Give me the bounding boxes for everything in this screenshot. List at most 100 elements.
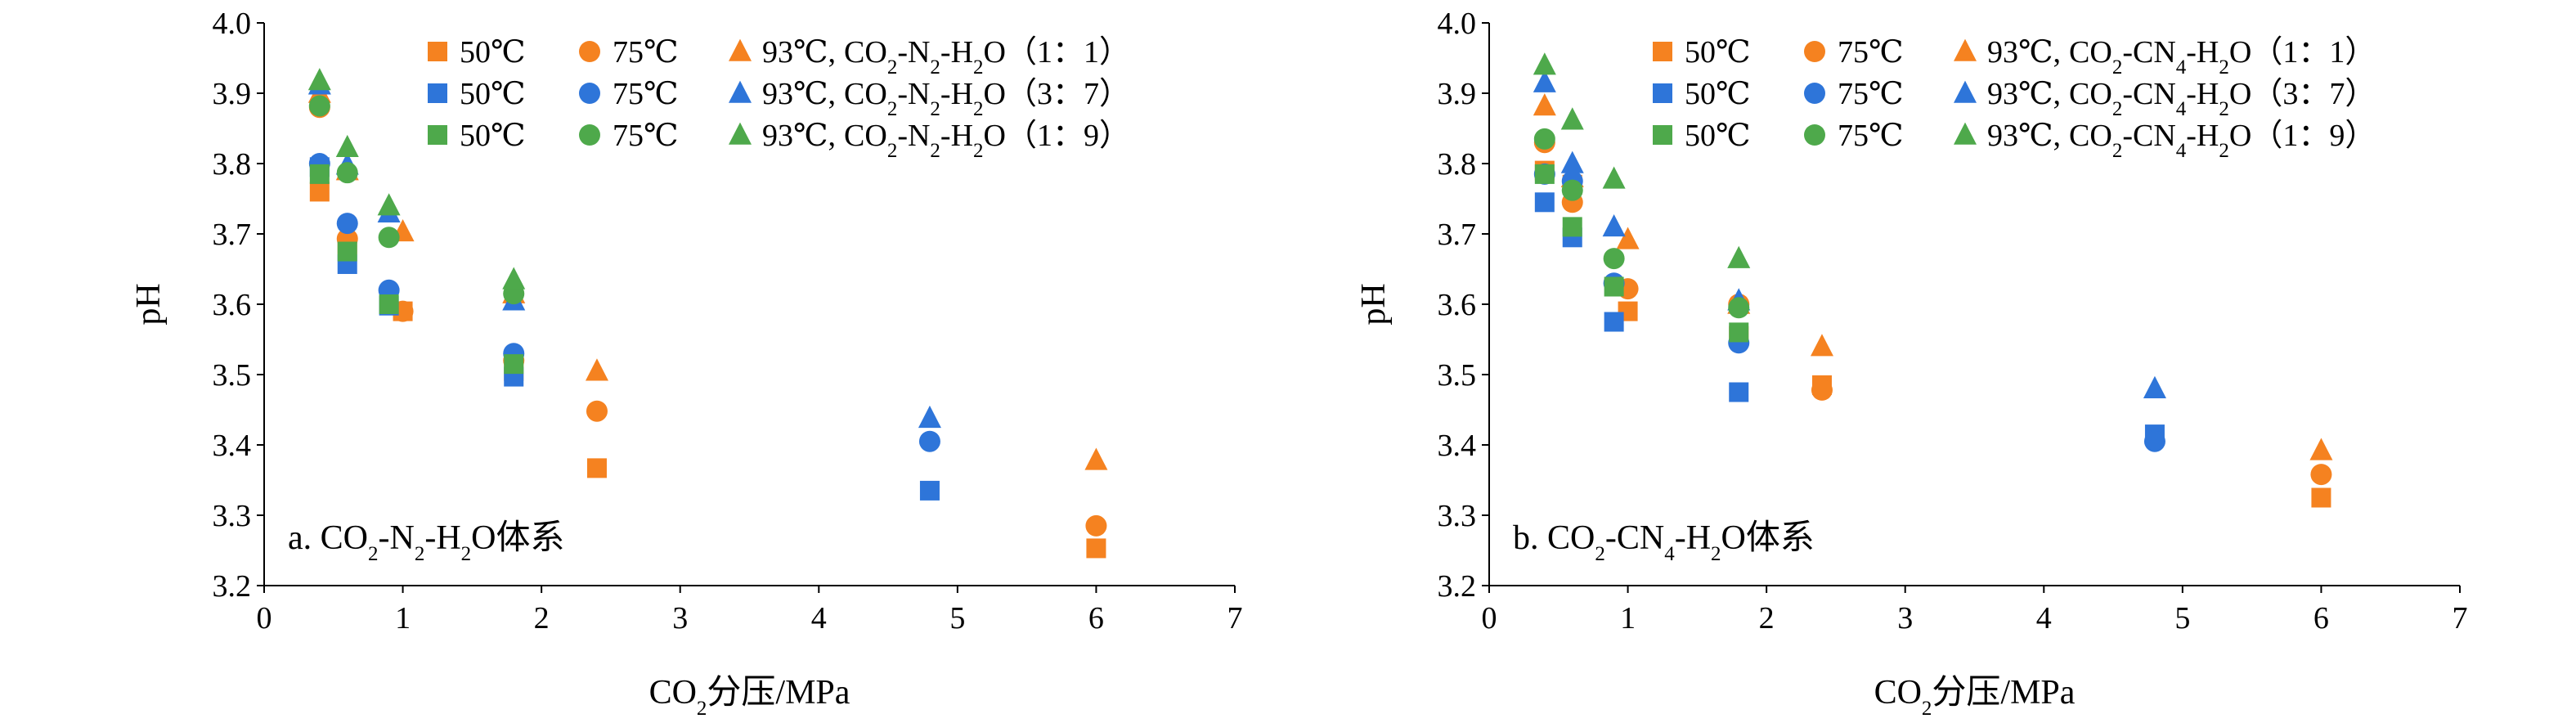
y-tick-label: 4.0 bbox=[213, 7, 252, 41]
legend-label: 93℃, CO2-N2-H2O（1：1） bbox=[762, 35, 1130, 79]
legend-label: 93℃, CO2-CN4-H2O（1：1） bbox=[1987, 35, 2376, 79]
x-axis-title: CO2分压/MPa bbox=[1874, 674, 2076, 720]
legend-marker bbox=[1653, 125, 1672, 145]
panel-annotation: a. CO2-N2-H2O体系 bbox=[288, 519, 565, 565]
legend-label: 50℃ bbox=[1685, 119, 1751, 153]
data-point bbox=[1728, 297, 1750, 319]
legend-label: 75℃ bbox=[613, 35, 679, 70]
legend-label: 93℃, CO2-CN4-H2O（3：7） bbox=[1987, 77, 2376, 120]
legend-marker bbox=[579, 83, 600, 104]
x-tick-label: 1 bbox=[395, 601, 411, 635]
legend-label: 75℃ bbox=[613, 119, 679, 153]
x-tick-label: 0 bbox=[257, 601, 272, 635]
y-tick-label: 3.5 bbox=[213, 358, 252, 393]
series-7 bbox=[1533, 128, 1750, 319]
data-point bbox=[1534, 192, 1555, 213]
data-point bbox=[1604, 276, 1624, 297]
panel-a: 3.2 3.3 3.4 3.5 3.6 3.7 3.8 3.9 4.0 0 1 2 3 4 5 6 7 pH CO2… bbox=[130, 7, 1243, 720]
data-point bbox=[502, 267, 526, 290]
legend-marker bbox=[1804, 124, 1825, 146]
x-axis-title: CO2分压/MPa bbox=[649, 674, 850, 720]
series-0 bbox=[1534, 160, 2331, 508]
y-tick-label: 3.2 bbox=[213, 569, 252, 604]
legend-label: 75℃ bbox=[1838, 77, 1904, 111]
series-1 bbox=[1533, 132, 2332, 486]
x-tick-label: 6 bbox=[2313, 601, 2329, 635]
legend-label: 93℃, CO2-N2-H2O（1：9） bbox=[762, 119, 1130, 162]
data-point bbox=[2311, 487, 2331, 508]
legend-marker bbox=[1954, 38, 1977, 61]
data-point bbox=[2143, 430, 2165, 452]
x-tick-label: 3 bbox=[672, 601, 688, 635]
y-tick-label: 3.8 bbox=[213, 147, 252, 182]
series-6 bbox=[1534, 164, 1749, 343]
x-tick-label: 7 bbox=[1227, 601, 1243, 635]
x-tick-label: 4 bbox=[2036, 601, 2052, 635]
y-tick-label: 3.4 bbox=[1438, 429, 1477, 463]
y-tick-label: 3.6 bbox=[1438, 288, 1477, 322]
legend-label: 50℃ bbox=[1685, 77, 1751, 111]
data-point bbox=[1533, 93, 1556, 116]
legend-label: 50℃ bbox=[460, 35, 526, 70]
legend: 50℃ 75℃ 93℃, CO2-N2-H2O（1：1） 50℃ 75℃ 93℃, CO2-N… bbox=[428, 35, 1130, 162]
data-point bbox=[1811, 379, 1833, 401]
data-point bbox=[1603, 248, 1625, 270]
legend-marker bbox=[729, 80, 752, 103]
y-tick-label: 3.6 bbox=[213, 288, 252, 322]
data-point bbox=[336, 213, 358, 235]
data-point bbox=[1533, 52, 1556, 75]
data-point bbox=[309, 182, 330, 202]
y-tick-label: 3.2 bbox=[1438, 569, 1477, 604]
data-point bbox=[1085, 514, 1107, 537]
x-tick-label: 1 bbox=[1620, 601, 1636, 635]
y-tick-label: 3.7 bbox=[213, 218, 252, 252]
y-tick-label: 3.4 bbox=[213, 429, 252, 463]
data-point bbox=[585, 358, 608, 381]
data-point bbox=[918, 430, 940, 452]
legend-marker bbox=[729, 122, 752, 145]
data-point bbox=[378, 227, 400, 249]
legend-label: 50℃ bbox=[460, 119, 526, 153]
series-8 bbox=[307, 68, 526, 290]
legend-marker bbox=[428, 125, 447, 145]
legend-marker bbox=[579, 124, 600, 146]
legend-marker bbox=[1954, 122, 1977, 145]
data-point bbox=[1561, 179, 1583, 201]
data-point bbox=[1533, 128, 1555, 150]
data-point bbox=[1086, 538, 1106, 559]
x-tick-label: 6 bbox=[1088, 601, 1104, 635]
x-tick-label: 3 bbox=[1897, 601, 1913, 635]
series-8 bbox=[1533, 52, 1751, 268]
y-tick-label: 3.9 bbox=[213, 77, 252, 111]
data-point bbox=[337, 241, 357, 262]
legend-marker bbox=[1804, 41, 1825, 62]
legend-label: 50℃ bbox=[1685, 35, 1751, 70]
legend-label: 50℃ bbox=[460, 77, 526, 111]
x-tick-label: 2 bbox=[1759, 601, 1775, 635]
x-tick-label: 4 bbox=[811, 601, 827, 635]
series-6 bbox=[309, 164, 524, 375]
data-point bbox=[1727, 245, 1751, 268]
data-point bbox=[919, 480, 940, 501]
data-point bbox=[1562, 217, 1582, 237]
data-point bbox=[1084, 447, 1108, 470]
data-point bbox=[308, 95, 330, 117]
x-tick-label: 7 bbox=[2453, 601, 2468, 635]
y-tick-label: 3.3 bbox=[213, 499, 252, 533]
x-tick-label: 5 bbox=[2174, 601, 2190, 635]
data-point bbox=[1729, 322, 1749, 343]
legend-label: 75℃ bbox=[613, 77, 679, 111]
x-tick-label: 2 bbox=[534, 601, 550, 635]
data-point bbox=[1560, 150, 1584, 173]
y-tick-label: 3.3 bbox=[1438, 499, 1477, 533]
legend-label: 75℃ bbox=[1838, 119, 1904, 153]
data-point bbox=[1604, 312, 1624, 332]
y-tick-label: 3.5 bbox=[1438, 358, 1477, 393]
data-point bbox=[336, 162, 358, 184]
panel-annotation: b. CO2-CN4-H2O体系 bbox=[1513, 519, 1815, 565]
legend-label: 93℃, CO2-N2-H2O（3：7） bbox=[762, 77, 1130, 120]
data-point bbox=[335, 134, 359, 157]
legend-marker bbox=[579, 41, 600, 62]
data-point bbox=[1533, 70, 1556, 92]
